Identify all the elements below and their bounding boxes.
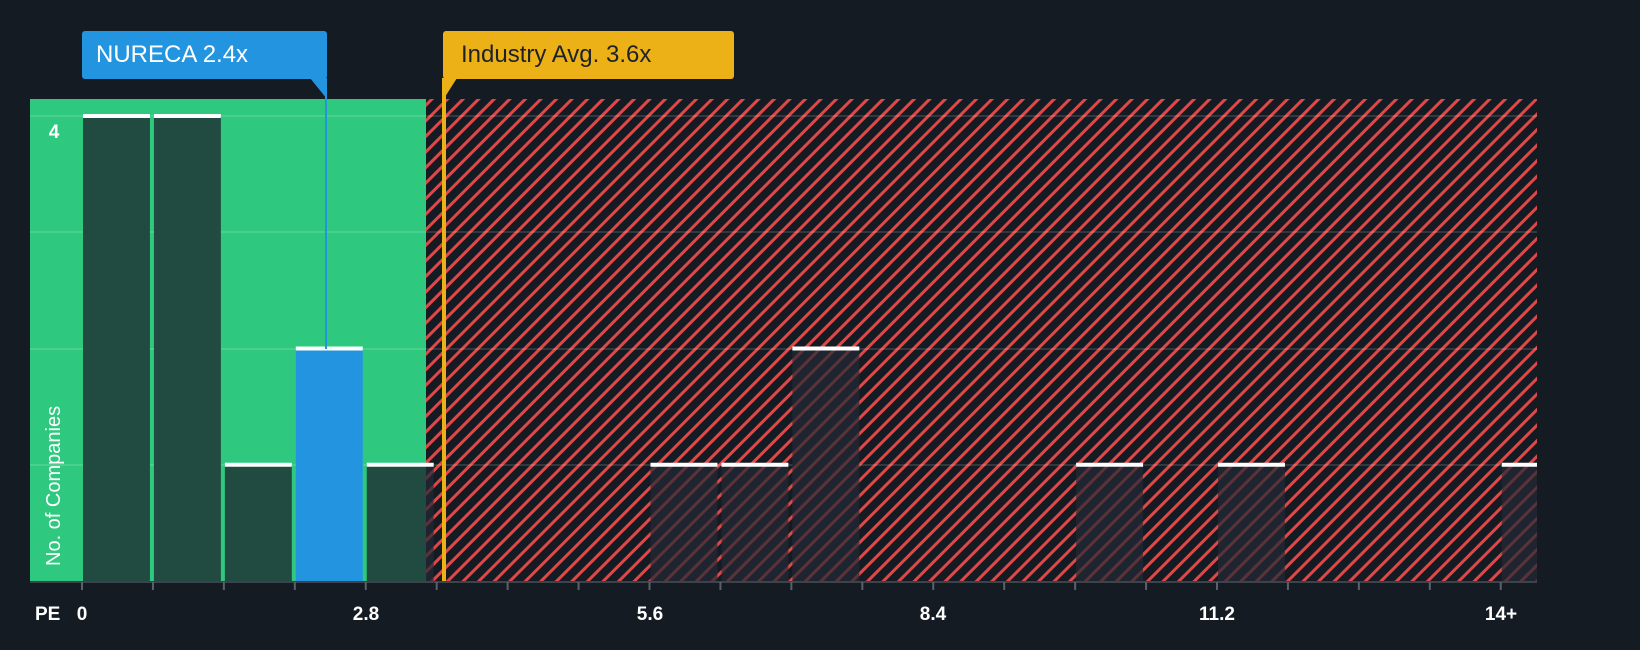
industry-callout-pointer [443, 78, 457, 100]
x-tick-label-0: 0 [77, 604, 88, 625]
x-tick-label-2: 5.6 [637, 604, 663, 625]
bar-cap [1218, 462, 1285, 467]
histogram-bar [1076, 462, 1144, 581]
bar-cap [721, 462, 789, 467]
x-axis-title: PE [35, 604, 60, 625]
bar-cap [153, 114, 221, 118]
histogram-bars [83, 114, 1537, 581]
histogram-bar [1218, 462, 1285, 581]
industry-avg-callout: Industry Avg. 3.6x [443, 31, 734, 79]
bar-cap [1501, 462, 1537, 467]
histogram-bar [1501, 462, 1537, 581]
histogram-bar [153, 114, 221, 581]
company-pe-label: NURECA 2.4x [96, 41, 249, 68]
x-tick-label-5: 14+ [1485, 604, 1517, 625]
bar-cap [1076, 462, 1144, 467]
bar-cap [650, 462, 718, 467]
y-axis-title: No. of Companies [43, 406, 65, 566]
bar-cap [792, 346, 860, 351]
company-callout-pointer [310, 78, 327, 99]
histogram-bar [721, 462, 789, 581]
bar-cap [366, 462, 434, 467]
x-tick-label-3: 8.4 [920, 604, 947, 625]
y-tick-label-4: 4 [49, 122, 60, 143]
bar-cap [224, 462, 292, 467]
histogram-bar [366, 462, 434, 581]
industry-avg-label: Industry Avg. 3.6x [461, 41, 652, 68]
histogram-bar [83, 114, 150, 581]
x-axis-ticks [81, 582, 1502, 590]
company-bar [295, 346, 363, 581]
x-tick-label-4: 11.2 [1199, 604, 1235, 625]
histogram-bar [650, 462, 718, 581]
histogram-bar [224, 462, 292, 581]
bar-cap [295, 346, 363, 351]
above-average-region [426, 99, 1537, 581]
bar-cap [83, 114, 150, 118]
company-pe-callout: NURECA 2.4x [82, 31, 327, 79]
histogram-bar [792, 346, 860, 581]
x-tick-label-1: 2.8 [353, 604, 379, 625]
